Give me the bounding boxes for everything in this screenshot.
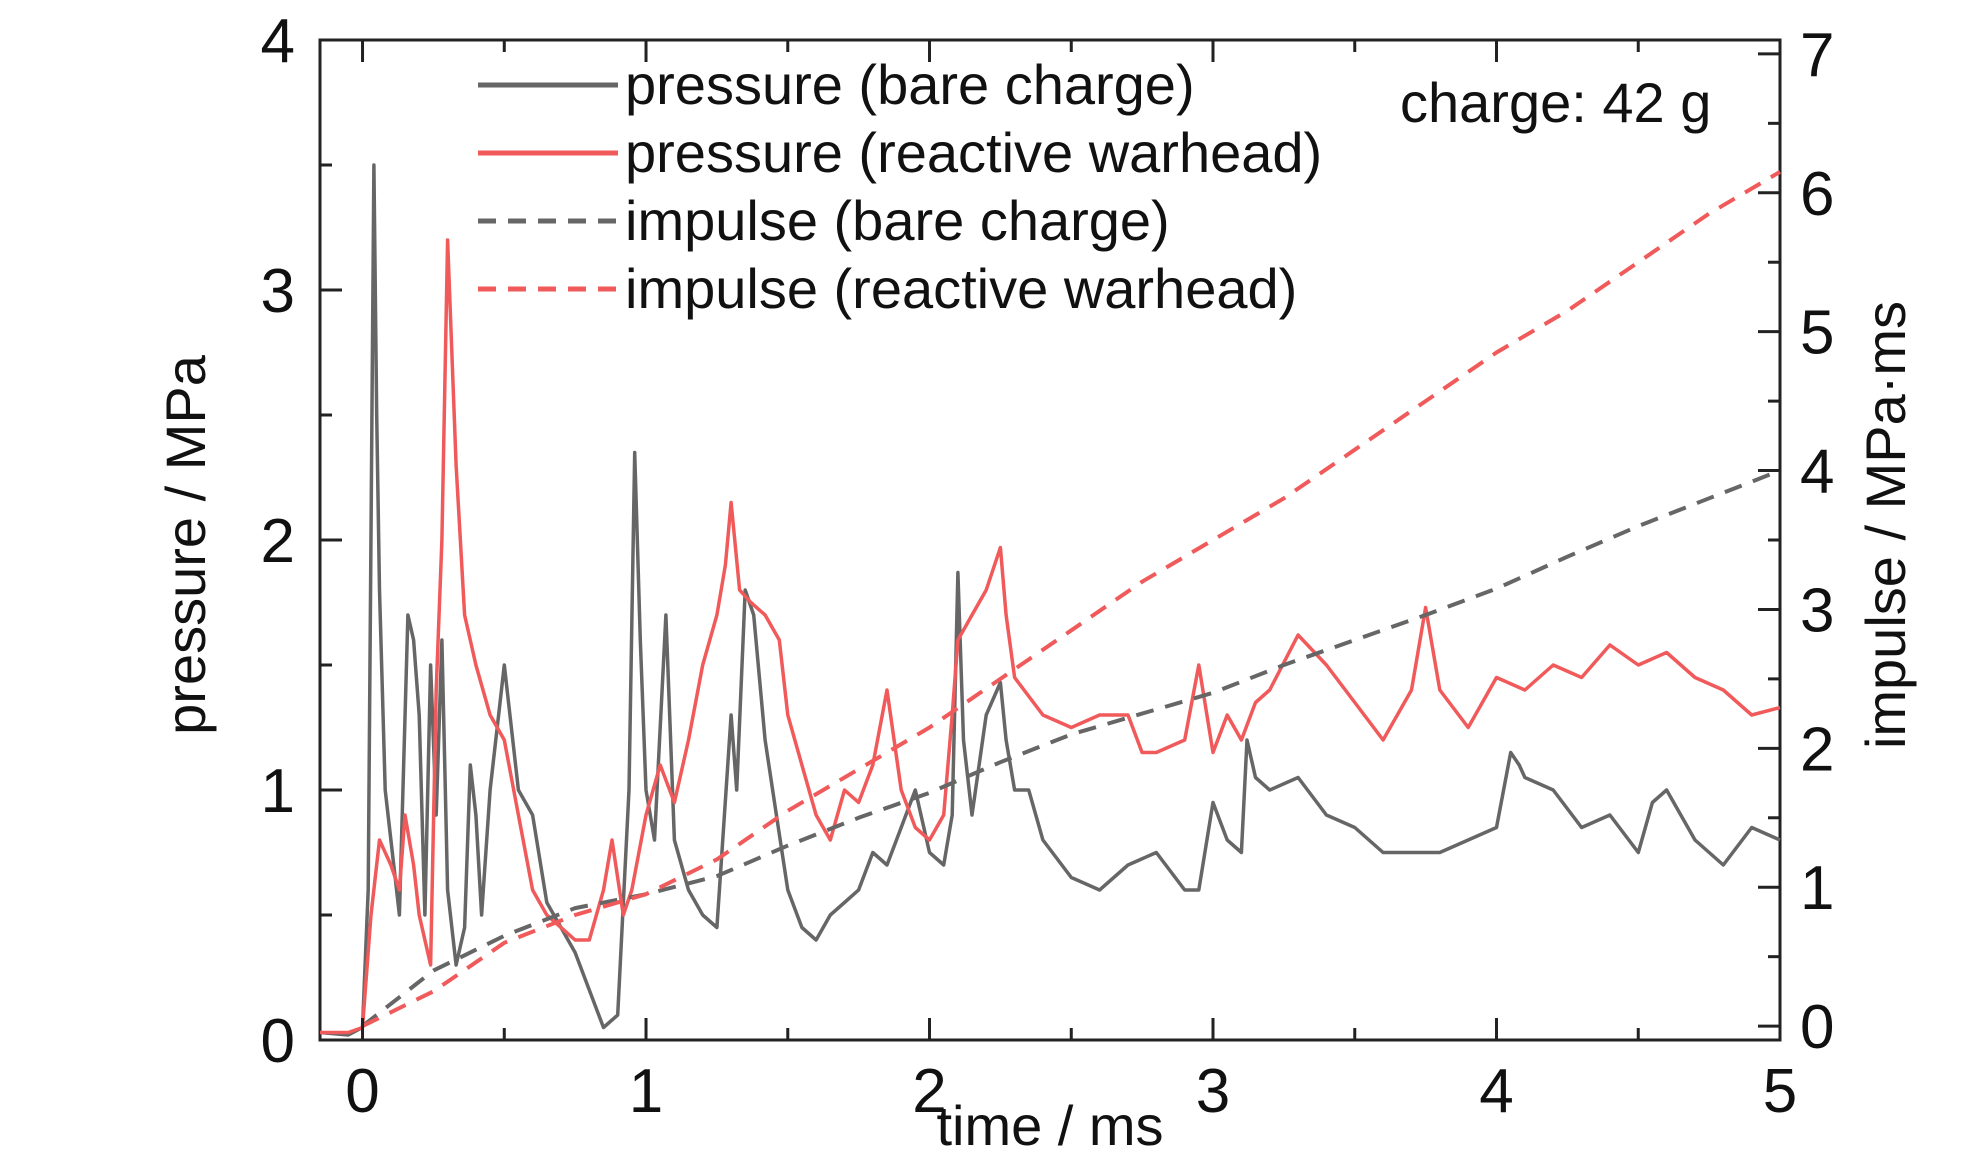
x-axis-title: time / ms — [936, 1094, 1163, 1157]
y2-tick-label: 5 — [1800, 299, 1834, 368]
y-tick-label: 0 — [261, 1007, 295, 1076]
series-pressure-bare — [319, 163, 1781, 1037]
x-tick-label: 0 — [345, 1057, 379, 1126]
series-pressure-reactive — [320, 238, 1781, 1035]
y-tick-label: 2 — [261, 507, 295, 576]
y2-tick-label: 6 — [1800, 160, 1834, 229]
y-tick-label: 3 — [261, 257, 295, 326]
legend-label-impulse-reactive: impulse (reactive warhead) — [625, 257, 1297, 320]
charge-annotation: charge: 42 g — [1400, 71, 1711, 134]
y-tick-label: 1 — [261, 757, 295, 826]
y2-tick-label: 2 — [1800, 715, 1834, 784]
legend-label-pressure-reactive: pressure (reactive warhead) — [625, 121, 1322, 184]
legend: pressure (bare charge) pressure (reactiv… — [478, 53, 1322, 320]
y2-tick-label: 0 — [1800, 993, 1834, 1062]
x-tick-label: 4 — [1479, 1057, 1513, 1126]
x-tick-label: 2 — [912, 1057, 946, 1126]
y2-tick-label: 7 — [1800, 21, 1834, 90]
series-impulse-reactive — [361, 170, 1782, 1028]
y2-axis-title: impulse / MPa·ms — [1854, 301, 1917, 749]
legend-label-pressure-bare: pressure (bare charge) — [625, 53, 1195, 116]
legend-label-impulse-bare: impulse (bare charge) — [625, 189, 1170, 252]
x-tick-label: 5 — [1763, 1057, 1797, 1126]
y2-tick-label: 3 — [1800, 576, 1834, 645]
x-tick-label: 1 — [629, 1057, 663, 1126]
series-impulse-bare — [361, 468, 1781, 1028]
y2-tick-label: 4 — [1800, 438, 1834, 507]
x-tick-label: 3 — [1196, 1057, 1230, 1126]
y-axis-title: pressure / MPa — [154, 354, 217, 735]
y-tick-label: 4 — [261, 7, 295, 76]
y2-tick-label: 1 — [1800, 854, 1834, 923]
series-layer — [319, 163, 1782, 1037]
